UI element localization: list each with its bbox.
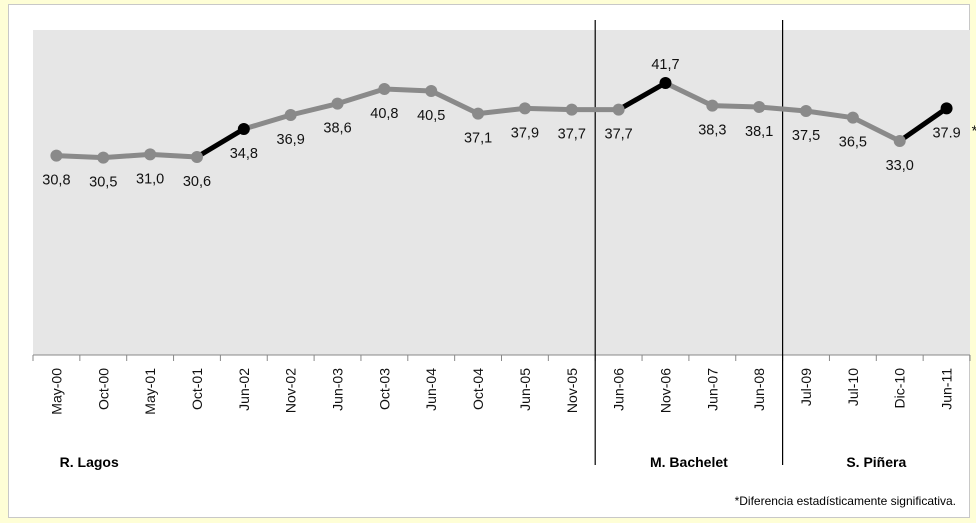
footnote: *Diferencia estadísticamente significati…	[735, 494, 956, 508]
value-label: 38,6	[323, 121, 351, 137]
line-segment	[712, 106, 759, 107]
tick-label: Dic-10	[892, 368, 908, 409]
value-label: 37,7	[605, 127, 633, 143]
data-point	[285, 109, 297, 121]
value-label: 36,9	[277, 132, 305, 148]
tick-label: Jun-07	[704, 368, 720, 411]
data-point	[941, 102, 953, 114]
data-point	[425, 85, 437, 97]
data-point	[847, 112, 859, 124]
period-label: S. Piñera	[846, 454, 906, 470]
value-label: 30,5	[89, 175, 117, 191]
tick-label: Nov-05	[564, 368, 580, 413]
value-label: 41,7	[651, 57, 679, 73]
data-point	[800, 105, 812, 117]
plot-area	[33, 30, 970, 355]
value-label: 37.9	[932, 125, 960, 141]
line-segment	[103, 154, 150, 157]
tick-label: May-00	[48, 368, 64, 415]
tick-label: Oct-04	[470, 368, 486, 410]
data-point	[191, 151, 203, 163]
data-point	[519, 102, 531, 114]
period-label: R. Lagos	[60, 454, 119, 470]
value-label: 38,1	[745, 124, 773, 140]
tick-label: Nov-02	[283, 368, 299, 413]
tick-label: Jun-11	[939, 368, 955, 410]
data-point	[332, 98, 344, 110]
value-label: 40,5	[417, 108, 445, 124]
value-label: 34,8	[230, 146, 258, 162]
value-label: 40,8	[370, 106, 398, 122]
tick-label: Oct-03	[376, 368, 392, 410]
value-label: 33,0	[886, 158, 914, 174]
tick-label: Jul-09	[798, 368, 814, 406]
tick-label: Jun-02	[236, 368, 252, 411]
significance-marker: *	[972, 123, 976, 139]
data-point	[706, 100, 718, 112]
tick-label: May-01	[142, 368, 158, 415]
value-label: 36,5	[839, 135, 867, 151]
period-labels: R. Lagos M. Bachelet S. Piñera	[60, 454, 907, 470]
data-point	[238, 123, 250, 135]
value-label: 30,6	[183, 174, 211, 190]
data-point	[894, 135, 906, 147]
value-label: 31,0	[136, 171, 164, 187]
value-label: 38,3	[698, 123, 726, 139]
data-point	[97, 152, 109, 164]
tick-label: Jun-05	[517, 368, 533, 411]
line-segment	[56, 156, 103, 158]
period-label: M. Bachelet	[650, 454, 728, 470]
data-point	[566, 104, 578, 116]
tick-label: Jun-04	[423, 368, 439, 411]
tick-label: Jun-08	[751, 368, 767, 411]
value-label: 37,1	[464, 131, 492, 147]
data-point	[50, 150, 62, 162]
data-point	[378, 83, 390, 95]
line-segment	[150, 154, 197, 157]
tick-labels: May-00 Oct-00 May-01 Oct-01 Jun-02 Nov-02 Jun-…	[48, 368, 954, 415]
tick-label: Oct-01	[189, 368, 205, 410]
tick-label: Jun-03	[330, 368, 346, 411]
value-label: 37,7	[558, 127, 586, 143]
line-segment	[525, 108, 572, 109]
tick-label: Nov-06	[657, 368, 673, 413]
value-label: 37,5	[792, 128, 820, 144]
data-point	[613, 104, 625, 116]
value-label: 37,9	[511, 125, 539, 141]
data-point	[144, 148, 156, 160]
data-point	[472, 108, 484, 120]
tick-label: Jul-10	[845, 368, 861, 406]
line-segment	[384, 89, 431, 91]
value-label: 30,8	[42, 173, 70, 189]
tick-label: Jun-06	[611, 368, 627, 411]
data-point	[753, 101, 765, 113]
tick-label: Oct-00	[95, 368, 111, 410]
data-point	[659, 77, 671, 89]
